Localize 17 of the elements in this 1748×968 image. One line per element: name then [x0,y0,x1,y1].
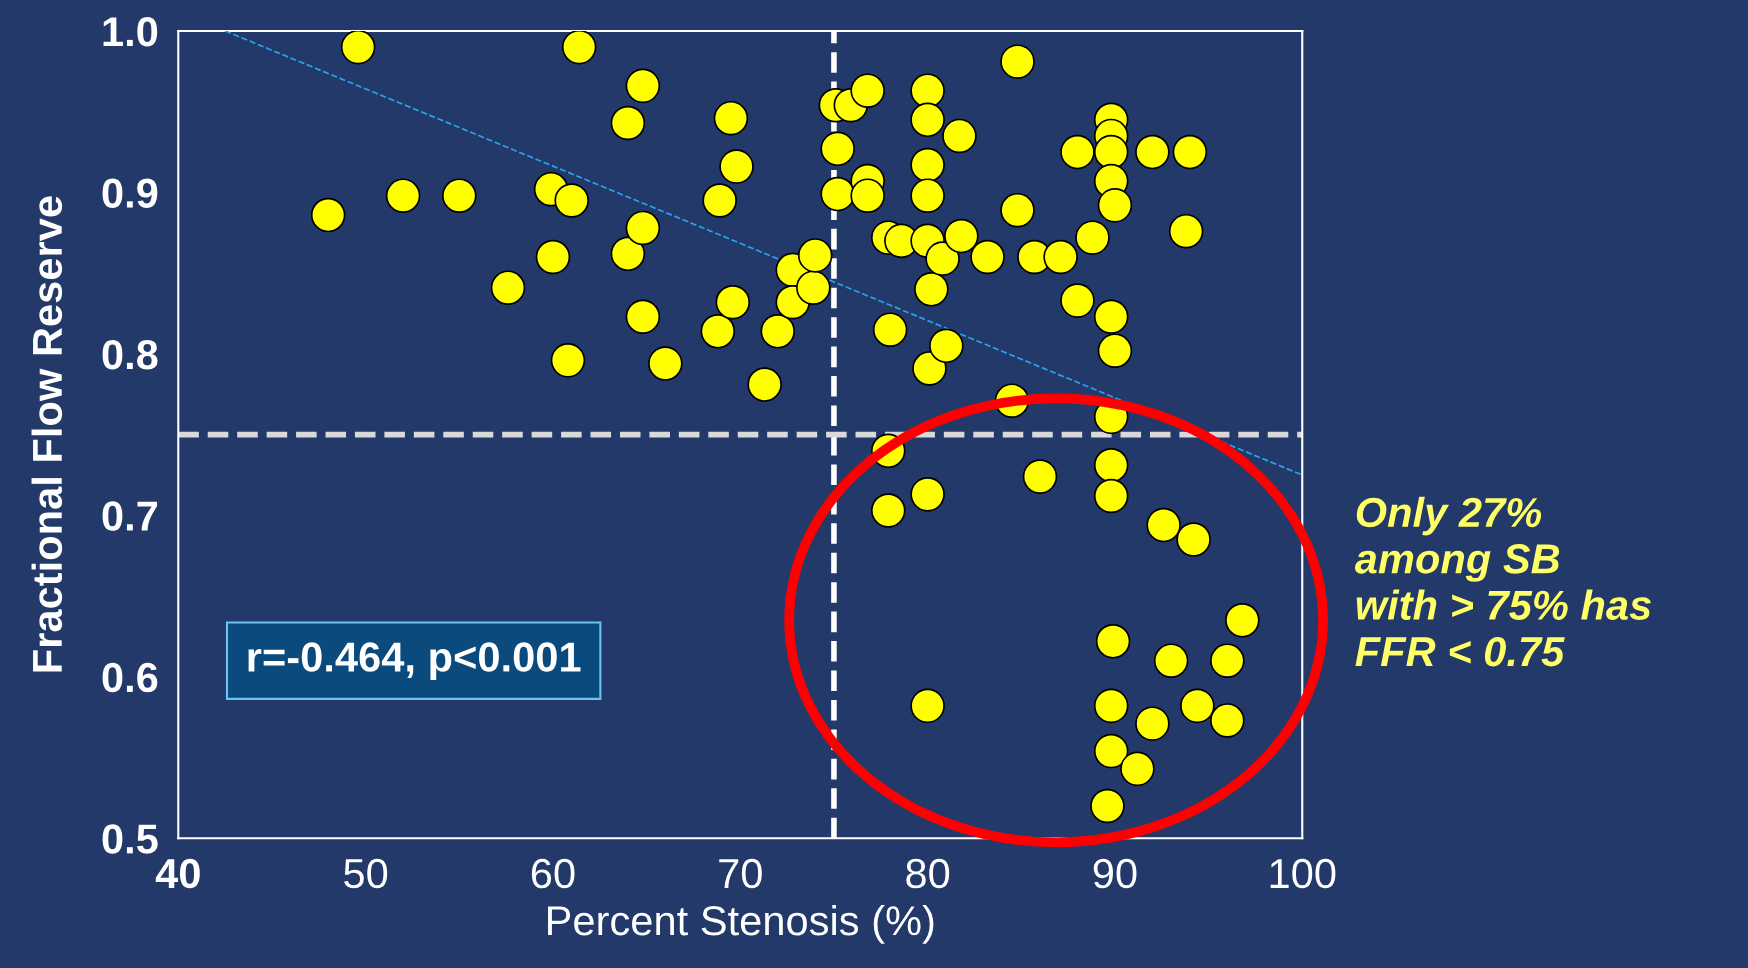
y-tick-label: 0.8 [102,339,158,370]
y-tick-label: 0.9 [102,178,158,208]
annotation: r=-0.464, p<0.001 [248,642,581,681]
y-tick-label: 0.7 [102,501,158,531]
text: Only 27% among SB with > 75% has FFR < 0.75 [1354,496,1651,667]
y-tick-label: 1.0 [103,16,158,47]
x-tick-label: 100 [1270,858,1336,889]
y-tick-label: 0.5 [102,824,158,854]
x-tick-label: 40 [155,858,200,889]
x-axis-title: Percent Stenosis (%) [548,904,934,944]
x-tick-label: 60 [531,858,575,889]
y-tick-label: 0.6 [102,662,158,693]
x-tick-label: 50 [344,858,388,889]
y-axis-title: Fractional Flow Reserve [31,196,63,672]
x-tick-label: 80 [906,858,950,889]
x-tick-label: 70 [719,858,762,889]
x-tick-label: 90 [1093,858,1137,889]
